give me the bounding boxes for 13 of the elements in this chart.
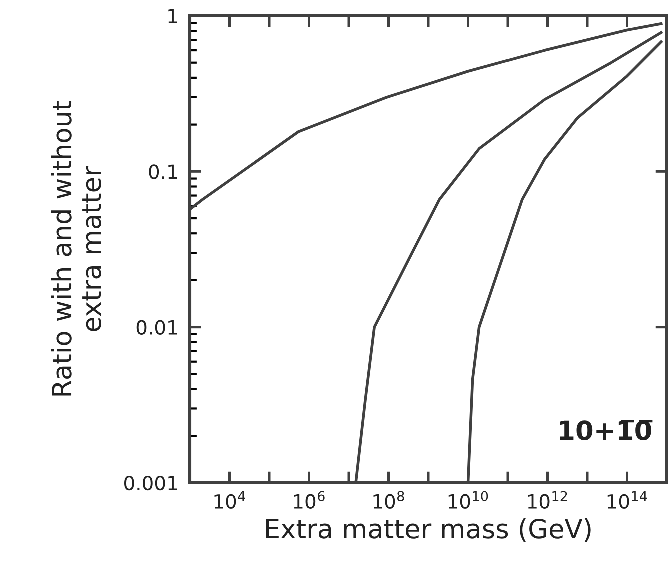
y-tick-label: 0.1 — [149, 164, 178, 180]
x-tick-label: 10$^{14}$ — [608, 491, 648, 510]
x-tick-label: 10$^{12}$ — [528, 491, 568, 510]
y-tick-label: 0.01 — [136, 320, 178, 335]
y-tick-label: 1 — [168, 9, 178, 24]
y-axis-title: Ratio with and without extra matter — [51, 101, 102, 396]
x-axis-title: Extra matter mass (GeV) — [266, 518, 591, 542]
x-tick-label: 10$^{6}$ — [294, 491, 325, 510]
x-tick-label: 10$^{4}$ — [214, 491, 246, 510]
x-tick-label: 10$^{10}$ — [448, 491, 488, 510]
y-tick-label: 0.001 — [124, 476, 178, 491]
annotation: 10+1̅0̅ — [560, 420, 653, 441]
x-tick-label: 10$^{8}$ — [374, 491, 404, 510]
